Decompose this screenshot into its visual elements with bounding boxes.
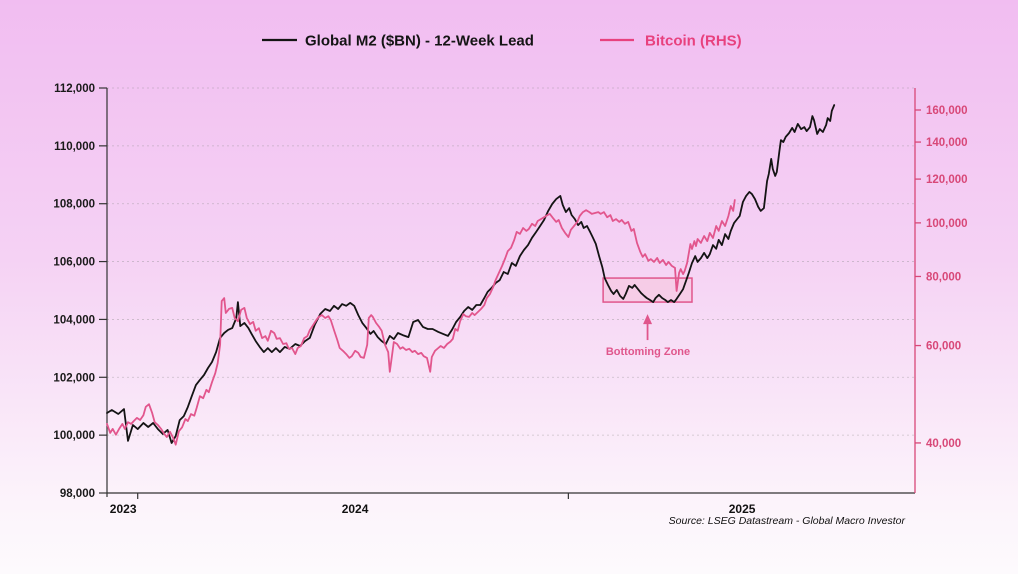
right-axis-tick-label: 140,000 [926, 137, 968, 149]
legend-label-bitcoin: Bitcoin (RHS) [645, 33, 742, 50]
left-axis-tick-label: 112,000 [54, 83, 95, 95]
left-axis-tick-label: 102,000 [53, 372, 95, 384]
m2-series-line [106, 104, 836, 444]
x-axis-year-label: 2025 [729, 502, 756, 516]
legend: Global M2 ($BN) - 12-Week Lead Bitcoin (… [262, 33, 742, 50]
bottoming-zone-label: Bottoming Zone [606, 346, 690, 358]
left-axis-tick-label: 100,000 [53, 430, 95, 442]
left-axis-tick-label: 98,000 [60, 488, 95, 500]
left-axis-tick-label: 108,000 [53, 199, 95, 211]
bottoming-zone-annotation [602, 277, 693, 341]
x-axis-year-label: 2024 [342, 502, 369, 516]
series-lines [106, 104, 836, 446]
left-axis-tick-label: 104,000 [53, 314, 95, 326]
bottoming-zone-arrow-head [643, 314, 653, 325]
gridlines [107, 87, 915, 436]
left-axis-tick-label: 106,000 [53, 257, 95, 269]
axes: 112,000 110,000 108,000 106,000 104,000 102,0… [53, 83, 967, 516]
source-note: Source: LSEG Datastream - Global Macro I… [669, 515, 906, 527]
left-axis-tick-label: 110,000 [54, 141, 95, 153]
right-axis-tick-label: 60,000 [926, 341, 961, 353]
right-axis-tick-label: 120,000 [926, 174, 968, 186]
right-axis-tick-label: 100,000 [926, 218, 968, 230]
x-axis-year-label: 2023 [110, 502, 137, 516]
right-axis-tick-label: 80,000 [926, 271, 961, 283]
right-axis-tick-label: 40,000 [926, 438, 961, 450]
bitcoin-series-line [106, 199, 736, 446]
legend-label-m2: Global M2 ($BN) - 12-Week Lead [305, 33, 534, 50]
right-axis-tick-label: 160,000 [926, 105, 968, 117]
